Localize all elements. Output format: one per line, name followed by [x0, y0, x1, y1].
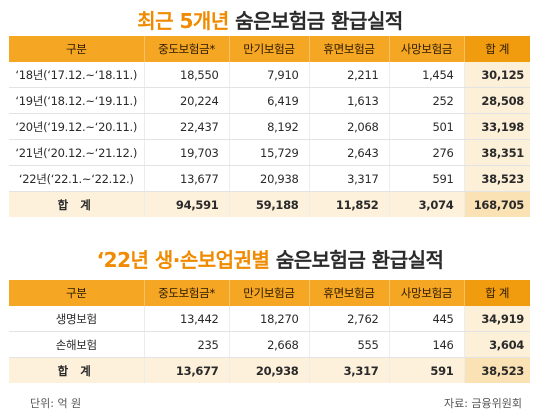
header-total: 합 계: [464, 36, 530, 62]
cell-maturity: 6,419: [229, 87, 310, 114]
cell-dormant: 2,211: [309, 62, 390, 88]
title-accent: ‘22년 생·손보업권별: [96, 248, 270, 272]
cell-total: 38,523: [464, 165, 530, 192]
unit-note: 단위: 억 원: [30, 397, 82, 410]
total-row: 합 계 94,591 59,188 11,852 3,074 168,705: [9, 191, 530, 217]
row-label: 생명보험: [9, 306, 145, 332]
row-label: ‘21년(‘20.12.~‘21.12.): [9, 139, 145, 166]
header-total: 합 계: [464, 280, 530, 306]
cell-death: 591: [389, 165, 465, 192]
total-interim: 13,677: [144, 357, 230, 383]
row-label: ‘20년(‘19.12.~‘20.11.): [9, 113, 145, 140]
table-header-row: 구분 중도보험금* 만기보험금 휴면보험금 사망보험금 합 계: [9, 280, 530, 306]
total-label: 합 계: [9, 357, 145, 383]
sector-2022-table: 구분 중도보험금* 만기보험금 휴면보험금 사망보험금 합 계 생명보험 13,…: [9, 280, 530, 383]
cell-maturity: 15,729: [229, 139, 310, 166]
source-note: 자료: 금융위원회: [443, 397, 522, 410]
row-label: ‘19년(‘18.12.~‘19.11.): [9, 87, 145, 114]
cell-dormant: 2,068: [309, 113, 390, 140]
total-interim: 94,591: [144, 191, 230, 217]
header-maturity: 만기보험금: [229, 36, 310, 62]
cell-interim: 22,437: [144, 113, 230, 140]
cell-death: 276: [389, 139, 465, 166]
header-category: 구분: [9, 280, 145, 306]
title-accent: 최근 5개년: [137, 9, 229, 33]
header-interim: 중도보험금*: [144, 36, 230, 62]
title-rest: 숨은보험금 환급실적: [228, 9, 403, 33]
cell-maturity: 8,192: [229, 113, 310, 140]
header-death: 사망보험금: [389, 280, 465, 306]
total-maturity: 20,938: [229, 357, 310, 383]
cell-death: 252: [389, 87, 465, 114]
cell-maturity: 20,938: [229, 165, 310, 192]
header-dormant: 휴면보험금: [309, 280, 390, 306]
total-label: 합 계: [9, 191, 145, 217]
header-category: 구분: [9, 36, 145, 62]
total-total: 38,523: [464, 357, 530, 383]
title-rest: 숨은보험금 환급실적: [269, 248, 444, 272]
cell-maturity: 18,270: [229, 306, 310, 332]
total-total: 168,705: [464, 191, 530, 217]
cell-total: 33,198: [464, 113, 530, 140]
cell-interim: 19,703: [144, 139, 230, 166]
header-death: 사망보험금: [389, 36, 465, 62]
total-dormant: 11,852: [309, 191, 390, 217]
cell-total: 3,604: [464, 331, 530, 358]
cell-dormant: 1,613: [309, 87, 390, 114]
row-label: 손해보험: [9, 331, 145, 358]
row-label: ‘18년(‘17.12.~‘18.11.): [9, 62, 145, 88]
title-recent-5-years: 최근 5개년 숨은보험금 환급실적: [0, 5, 540, 34]
table-row: ‘21년(‘20.12.~‘21.12.) 19,703 15,729 2,64…: [9, 139, 530, 166]
cell-total: 38,351: [464, 139, 530, 166]
table-row: ‘22년(‘22.1.~‘22.12.) 13,677 20,938 3,317…: [9, 165, 530, 192]
cell-interim: 18,550: [144, 62, 230, 88]
cell-interim: 235: [144, 331, 230, 358]
table-row: 생명보험 13,442 18,270 2,762 445 34,919: [9, 306, 530, 332]
table-header-row: 구분 중도보험금* 만기보험금 휴면보험금 사망보험금 합 계: [9, 36, 530, 62]
cell-dormant: 3,317: [309, 165, 390, 192]
total-maturity: 59,188: [229, 191, 310, 217]
cell-death: 146: [389, 331, 465, 358]
title-2022-by-sector: ‘22년 생·손보업권별 숨은보험금 환급실적: [0, 244, 540, 273]
header-maturity: 만기보험금: [229, 280, 310, 306]
cell-death: 1,454: [389, 62, 465, 88]
cell-dormant: 555: [309, 331, 390, 358]
table-row: ‘19년(‘18.12.~‘19.11.) 20,224 6,419 1,613…: [9, 87, 530, 114]
cell-interim: 13,442: [144, 306, 230, 332]
cell-death: 445: [389, 306, 465, 332]
cell-total: 30,125: [464, 62, 530, 88]
header-dormant: 휴면보험금: [309, 36, 390, 62]
row-label: ‘22년(‘22.1.~‘22.12.): [9, 165, 145, 192]
total-dormant: 3,317: [309, 357, 390, 383]
table-row: 손해보험 235 2,668 555 146 3,604: [9, 331, 530, 358]
total-row: 합 계 13,677 20,938 3,317 591 38,523: [9, 357, 530, 383]
cell-total: 28,508: [464, 87, 530, 114]
cell-maturity: 2,668: [229, 331, 310, 358]
header-interim: 중도보험금*: [144, 280, 230, 306]
cell-death: 501: [389, 113, 465, 140]
table-row: ‘18년(‘17.12.~‘18.11.) 18,550 7,910 2,211…: [9, 62, 530, 88]
cell-total: 34,919: [464, 306, 530, 332]
table-row: ‘20년(‘19.12.~‘20.11.) 22,437 8,192 2,068…: [9, 113, 530, 140]
cell-interim: 13,677: [144, 165, 230, 192]
cell-dormant: 2,643: [309, 139, 390, 166]
cell-interim: 20,224: [144, 87, 230, 114]
cell-maturity: 7,910: [229, 62, 310, 88]
recent-5-years-table: 구분 중도보험금* 만기보험금 휴면보험금 사망보험금 합 계 ‘18년(‘17…: [9, 36, 530, 217]
cell-dormant: 2,762: [309, 306, 390, 332]
total-death: 3,074: [389, 191, 465, 217]
total-death: 591: [389, 357, 465, 383]
